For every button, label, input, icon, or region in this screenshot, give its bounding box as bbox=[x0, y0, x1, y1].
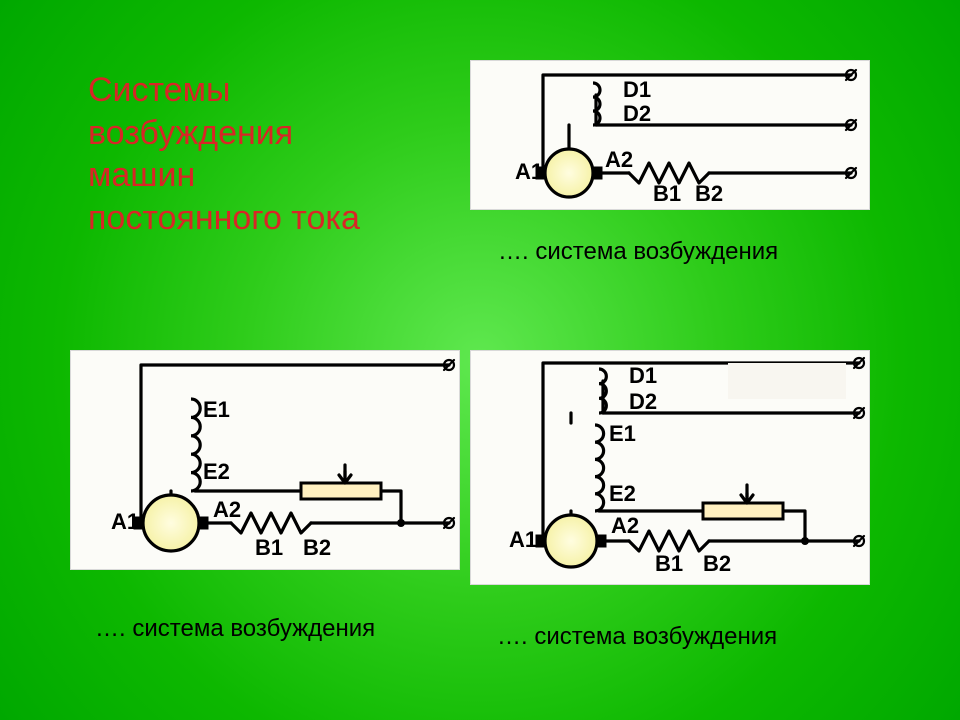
caption-bottom-right: …. система возбуждения bbox=[497, 623, 777, 651]
svg-text:D1: D1 bbox=[623, 77, 651, 102]
svg-text:A2: A2 bbox=[605, 147, 633, 172]
svg-text:E1: E1 bbox=[203, 397, 230, 422]
svg-text:E1: E1 bbox=[609, 421, 636, 446]
caption-bottom-left: …. система возбуждения bbox=[95, 615, 375, 643]
svg-text:A1: A1 bbox=[515, 159, 543, 184]
svg-text:A1: A1 bbox=[509, 527, 537, 552]
svg-text:B2: B2 bbox=[703, 551, 731, 576]
diagram-top-right: D1D2 A1 A2 B1 B2 bbox=[470, 60, 870, 210]
svg-text:D1: D1 bbox=[629, 363, 657, 388]
slide-title: Системы возбуждения машин постоянного то… bbox=[88, 69, 368, 239]
svg-text:B2: B2 bbox=[303, 535, 331, 560]
svg-text:B1: B1 bbox=[653, 181, 681, 206]
svg-text:D2: D2 bbox=[623, 101, 651, 126]
svg-text:B1: B1 bbox=[655, 551, 683, 576]
svg-text:E2: E2 bbox=[203, 459, 230, 484]
svg-text:E2: E2 bbox=[609, 481, 636, 506]
svg-text:A2: A2 bbox=[611, 513, 639, 538]
svg-text:A2: A2 bbox=[213, 497, 241, 522]
diagram-bottom-left: E1 E2 A1 A2 B1 B2 bbox=[70, 350, 460, 570]
blank-overlay bbox=[728, 363, 846, 399]
svg-text:A1: A1 bbox=[111, 509, 139, 534]
caption-top-right: …. система возбуждения bbox=[498, 238, 778, 266]
svg-text:B1: B1 bbox=[255, 535, 283, 560]
svg-text:B2: B2 bbox=[695, 181, 723, 206]
svg-text:D2: D2 bbox=[629, 389, 657, 414]
